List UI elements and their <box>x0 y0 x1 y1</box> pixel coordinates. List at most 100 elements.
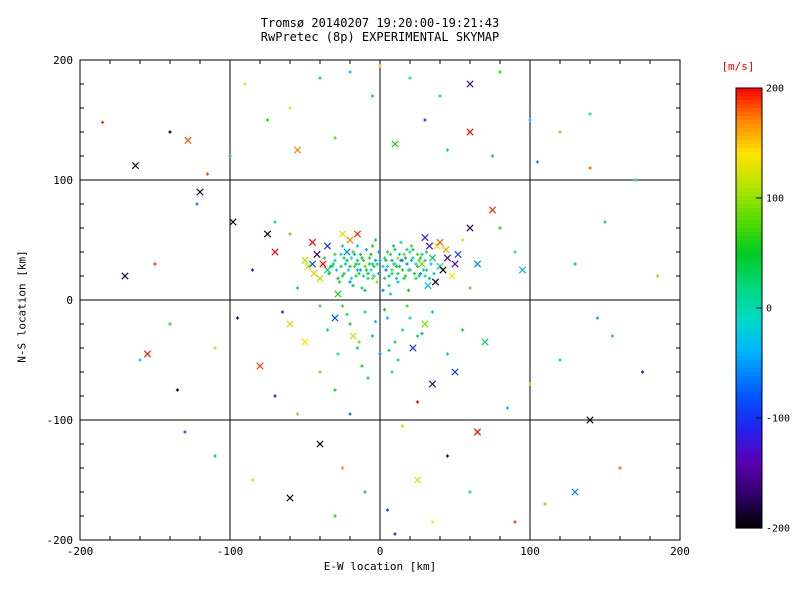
scatter-point-cross <box>121 272 129 280</box>
colorbar-segment <box>736 456 762 461</box>
scatter-point-dot <box>558 130 562 134</box>
colorbar-segment <box>736 144 762 149</box>
colorbar-segment <box>736 476 762 481</box>
colorbar-segment <box>736 496 762 501</box>
scatter-point-dot <box>351 284 355 288</box>
scatter-point-dot <box>388 252 393 256</box>
colorbar-segment <box>736 364 762 369</box>
scatter-point-dot <box>429 262 433 266</box>
scatter-point-dot <box>352 252 357 256</box>
scatter-point-dot <box>414 276 418 280</box>
scatter-point-dot <box>337 280 342 284</box>
scatter-point-cross <box>488 206 497 214</box>
scatter-point-dot <box>406 288 411 292</box>
scatter-point-dot <box>213 346 217 350</box>
plot-subtitle: RwPretec (8p) EXPERIMENTAL SKYMAP <box>260 30 500 44</box>
colorbar-tick-label: 100 <box>766 194 784 205</box>
colorbar-segment <box>736 236 762 241</box>
scatter-point-dot <box>403 256 408 260</box>
scatter-point-dot <box>349 256 354 260</box>
colorbar-segment <box>736 116 762 121</box>
scatter-point-dot <box>423 118 427 122</box>
scatter-point-cross <box>196 188 204 196</box>
colorbar-segment <box>736 156 762 161</box>
scatter-point-dot <box>400 268 405 272</box>
colorbar-segment <box>736 460 762 465</box>
colorbar-segment <box>736 416 762 421</box>
scatter-point-dot <box>414 262 418 266</box>
scatter-point-dot <box>195 202 199 206</box>
scatter-point-cross <box>413 476 422 484</box>
scatter-point-cross <box>353 230 362 238</box>
scatter-point-dot <box>280 310 285 314</box>
colorbar-segment <box>736 152 762 157</box>
colorbar-segment <box>736 356 762 361</box>
scatter-point-dot <box>640 370 645 374</box>
scatter-point-dot <box>418 256 423 260</box>
scatter-point-dot <box>385 264 390 268</box>
scatter-point-dot <box>340 244 345 248</box>
scatter-point-cross <box>308 238 317 247</box>
plot-frame <box>79 59 681 541</box>
x-tick-label: -100 <box>217 545 244 558</box>
scatter-point-cross <box>451 260 459 268</box>
scatter-point-dot <box>405 304 409 308</box>
scatter-point-dot <box>396 358 400 362</box>
scatter-point-dot <box>355 258 360 262</box>
scatter-point-dot <box>357 272 361 276</box>
scatter-point-dot <box>387 274 391 278</box>
scatter-point-dot <box>100 120 105 124</box>
scatter-point-dot <box>295 286 300 290</box>
colorbar-segment <box>736 244 762 249</box>
scatter-point-dot <box>340 466 345 470</box>
scatter-point-dot <box>364 248 369 252</box>
colorbar-segment <box>736 444 762 449</box>
scatter-point-cross <box>586 416 594 424</box>
x-tick-label: 200 <box>670 545 690 558</box>
scatter-point-dot <box>357 340 361 344</box>
colorbar-segment <box>736 524 762 529</box>
scatter-point-cross <box>271 248 279 256</box>
scatter-point-dot <box>373 258 378 262</box>
scatter-point-dot <box>390 258 394 262</box>
scatter-point-dot <box>250 478 255 482</box>
scatter-point-dot <box>432 272 436 276</box>
scatter-point-cross <box>481 338 489 346</box>
scatter-point-cross <box>518 266 527 274</box>
scatter-point-dot <box>354 262 358 266</box>
scatter-point-dot <box>288 106 292 110</box>
scatter-point-cross <box>229 218 237 226</box>
scatter-point-dot <box>528 118 532 122</box>
scatter-point-dot <box>381 288 385 292</box>
scatter-point-dot <box>397 264 402 268</box>
scatter-point-cross <box>439 266 447 274</box>
colorbar-segment <box>736 176 762 181</box>
scatter-point-dot <box>406 268 411 272</box>
scatter-point-dot <box>445 148 450 152</box>
colorbar-segment <box>736 468 762 473</box>
y-tick-label: -200 <box>47 534 74 547</box>
colorbar-segment <box>736 332 762 337</box>
scatter-point-dot <box>388 292 393 296</box>
scatter-point-cross <box>310 269 318 278</box>
scatter-point-cross <box>316 440 324 448</box>
scatter-point-dot <box>412 272 417 276</box>
scatter-point-cross <box>301 256 309 265</box>
scatter-point-dot <box>342 272 346 276</box>
colorbar-segment <box>736 208 762 213</box>
scatter-point-dot <box>370 334 375 338</box>
scatter-point-dot <box>360 256 364 260</box>
scatter-point-dot <box>273 394 277 398</box>
scatter-point-dot <box>355 268 360 272</box>
scatter-point-dot <box>394 276 399 280</box>
scatter-point-dot <box>322 256 327 260</box>
scatter-point-dot <box>402 276 406 280</box>
colorbar-segment <box>736 184 762 189</box>
colorbar-tick-label: 0 <box>766 304 772 315</box>
colorbar-segment <box>736 424 762 429</box>
colorbar-tick-label: 200 <box>766 84 784 95</box>
scatter-point-dot <box>295 412 300 416</box>
scatter-point-dot <box>385 250 390 254</box>
scatter-point-dot <box>333 136 337 140</box>
